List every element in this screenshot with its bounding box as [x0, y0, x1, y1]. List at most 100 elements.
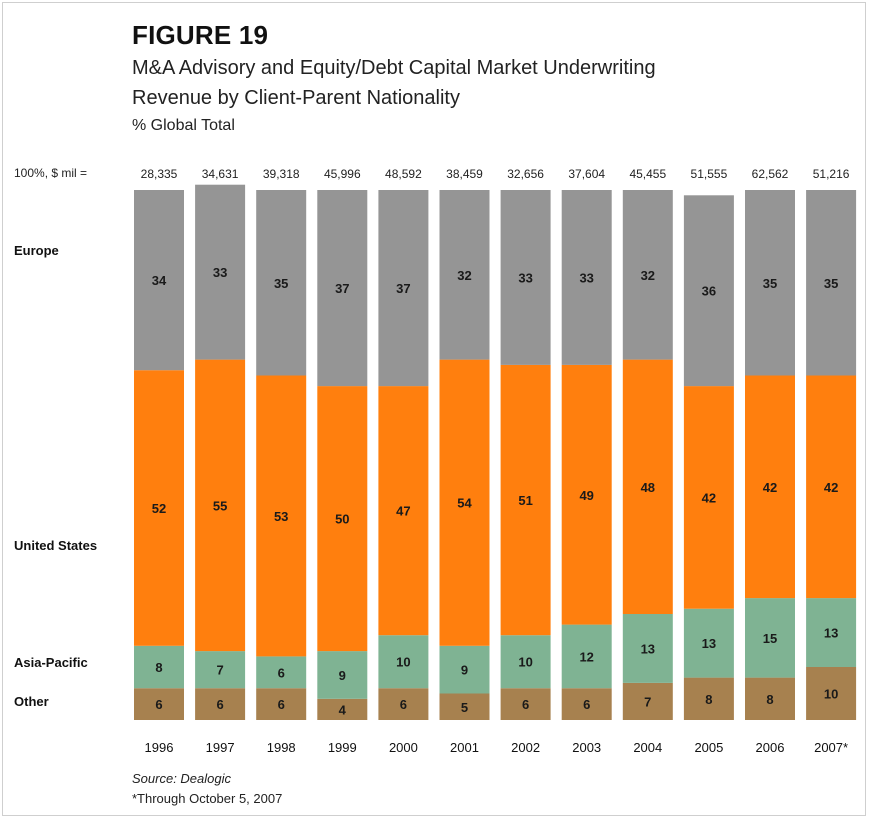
data-label-other: 6	[216, 697, 223, 712]
data-label-europe: 33	[213, 265, 227, 280]
data-label-other: 10	[824, 687, 838, 702]
data-label-united-states: 55	[213, 498, 227, 513]
total-value-label: 39,318	[263, 167, 300, 181]
series-label-europe: Europe	[14, 243, 59, 258]
bar-segment-europe	[806, 190, 857, 376]
total-value-label: 45,455	[629, 167, 666, 181]
data-label-united-states: 49	[579, 488, 593, 503]
data-label-asia-pacific: 13	[641, 641, 655, 656]
data-label-other: 8	[766, 692, 773, 707]
data-label-europe: 32	[641, 268, 655, 283]
series-label-united-states: United States	[14, 538, 98, 553]
total-value-label: 38,459	[446, 167, 483, 181]
data-label-europe: 37	[396, 281, 410, 296]
bar-segment-asia-pacific	[500, 635, 551, 689]
data-label-other: 8	[705, 692, 712, 707]
bar-segment-asia-pacific	[317, 651, 368, 699]
bar-segment-asia-pacific	[683, 608, 734, 678]
data-label-united-states: 50	[335, 512, 349, 527]
data-label-europe: 35	[763, 276, 777, 291]
bar-segment-other	[378, 688, 429, 720]
bar-segment-europe	[134, 190, 184, 371]
data-label-united-states: 42	[824, 480, 838, 495]
unit-label: % Global Total	[132, 117, 235, 134]
total-value-label: 28,335	[141, 167, 178, 181]
data-label-europe: 37	[335, 281, 349, 296]
data-label-united-states: 47	[396, 504, 410, 519]
total-label: 100%, $ mil =	[14, 166, 88, 180]
chart-title-line-2: Revenue by Client-Parent Nationality	[132, 87, 460, 109]
bar-segment-europe	[378, 190, 429, 387]
bar-segment-europe	[317, 190, 368, 387]
x-tick-label: 2004	[633, 740, 662, 755]
data-label-asia-pacific: 15	[763, 631, 777, 646]
bar-segment-asia-pacific	[561, 624, 612, 689]
data-label-asia-pacific: 6	[278, 665, 285, 680]
bar-segment-united-states	[622, 359, 673, 614]
data-label-europe: 33	[579, 270, 593, 285]
total-value-label: 51,216	[813, 167, 850, 181]
x-tick-label: 2002	[511, 740, 540, 755]
x-tick-label: 1998	[267, 740, 296, 755]
bar-segment-europe	[195, 184, 246, 360]
source-note: Source: Dealogic	[132, 771, 231, 786]
data-label-asia-pacific: 10	[396, 655, 410, 670]
bar-segment-other	[745, 677, 795, 720]
bar-segment-other	[500, 688, 551, 720]
figure-number: FIGURE 19	[132, 20, 269, 50]
bar-segment-europe	[439, 190, 490, 360]
bar-segment-europe	[561, 190, 612, 365]
total-value-label: 32,656	[507, 167, 544, 181]
bar-segment-other	[134, 688, 184, 720]
data-label-united-states: 52	[152, 501, 166, 516]
series-label-asia-pacific: Asia-Pacific	[14, 655, 88, 670]
bar-segment-united-states	[256, 375, 307, 657]
bar-segment-united-states	[806, 375, 857, 599]
bar-segment-asia-pacific	[256, 656, 307, 689]
bar-segment-united-states	[378, 386, 429, 636]
bar-segment-asia-pacific	[806, 598, 857, 667]
series-label-other: Other	[14, 694, 49, 709]
data-label-united-states: 51	[518, 493, 532, 508]
total-value-label: 62,562	[752, 167, 789, 181]
bar-segment-united-states	[745, 375, 795, 599]
data-label-other: 6	[400, 697, 407, 712]
data-label-asia-pacific: 13	[824, 626, 838, 641]
data-label-asia-pacific: 7	[216, 663, 223, 678]
total-value-label: 51,555	[691, 167, 728, 181]
x-tick-label: 2007*	[814, 740, 848, 755]
data-label-united-states: 54	[457, 496, 472, 511]
data-label-united-states: 53	[274, 509, 288, 524]
bar-segment-other	[622, 682, 673, 720]
data-label-other: 4	[339, 702, 347, 717]
data-label-asia-pacific: 8	[155, 660, 162, 675]
total-value-label: 34,631	[202, 167, 239, 181]
bar-segment-europe	[622, 190, 673, 360]
total-value-label: 37,604	[568, 167, 605, 181]
data-label-europe: 35	[274, 276, 288, 291]
bar-segment-other	[683, 677, 734, 720]
data-label-other: 5	[461, 700, 468, 715]
x-tick-label: 2006	[756, 740, 785, 755]
bar-segment-united-states	[561, 364, 612, 625]
bar-segment-united-states	[134, 370, 184, 646]
bar-segment-united-states	[317, 386, 368, 652]
bar-segment-united-states	[439, 359, 490, 646]
total-value-label: 48,592	[385, 167, 422, 181]
bar-segment-other	[317, 698, 368, 720]
x-tick-label: 2001	[450, 740, 479, 755]
bar-segment-asia-pacific	[378, 635, 429, 689]
data-label-united-states: 48	[641, 480, 655, 495]
x-tick-label: 1996	[145, 740, 174, 755]
x-tick-label: 2000	[389, 740, 418, 755]
data-label-asia-pacific: 10	[518, 655, 532, 670]
bar-segment-europe	[683, 195, 734, 387]
bar-segment-united-states	[683, 386, 734, 609]
data-label-europe: 36	[702, 284, 716, 299]
bar-segment-europe	[500, 190, 551, 365]
data-label-asia-pacific: 9	[461, 663, 468, 678]
data-label-other: 6	[522, 697, 529, 712]
x-tick-label: 2005	[694, 740, 723, 755]
